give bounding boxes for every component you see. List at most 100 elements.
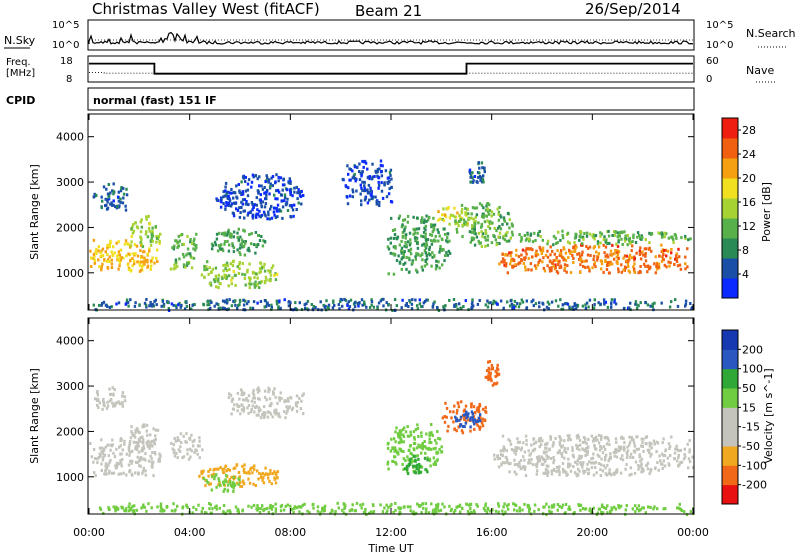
power-cell bbox=[370, 298, 373, 302]
power-cell bbox=[490, 214, 493, 218]
velocity-cell bbox=[440, 450, 443, 454]
velocity-cell bbox=[252, 482, 255, 486]
power-cell bbox=[689, 237, 692, 241]
velocity-cell bbox=[677, 456, 680, 459]
velocity-cell bbox=[683, 510, 686, 514]
power-cell bbox=[506, 230, 509, 234]
power-cell bbox=[119, 248, 123, 252]
velocity-cell bbox=[232, 486, 235, 490]
power-cell bbox=[267, 178, 271, 182]
velocity-cell bbox=[475, 503, 478, 507]
power-cell bbox=[610, 298, 614, 302]
power-cell bbox=[492, 234, 495, 237]
velocity-cell bbox=[144, 473, 147, 477]
velocity-cell bbox=[231, 484, 234, 488]
power-cell bbox=[353, 176, 357, 180]
power-cell bbox=[594, 234, 598, 237]
velocity-cell bbox=[253, 468, 256, 472]
power-cell bbox=[422, 242, 426, 246]
power-cell bbox=[613, 298, 616, 302]
power-cell bbox=[646, 303, 650, 307]
velocity-cell bbox=[161, 508, 164, 512]
velocity-cell bbox=[226, 483, 230, 487]
velocity-cell bbox=[367, 511, 371, 515]
velocity-cell bbox=[634, 460, 638, 464]
velocity-cell bbox=[576, 459, 579, 463]
power-cell bbox=[482, 174, 485, 178]
velocity-cell bbox=[379, 503, 382, 507]
power-cell bbox=[454, 222, 457, 226]
power-cluster bbox=[92, 297, 694, 312]
station-title: Christmas Valley West (fitACF) bbox=[92, 0, 320, 18]
velocity-cell bbox=[394, 508, 397, 512]
velocity-cell bbox=[542, 505, 545, 509]
velocity-cell bbox=[597, 433, 601, 437]
power-cell bbox=[263, 269, 267, 273]
velocity-cell bbox=[455, 417, 458, 421]
power-cell bbox=[496, 302, 499, 306]
power-cell bbox=[361, 159, 364, 163]
power-cell bbox=[326, 305, 330, 309]
velocity-cell bbox=[398, 447, 401, 451]
velocity-cell bbox=[230, 412, 233, 416]
velocity-cell bbox=[662, 507, 665, 511]
velocity-cell bbox=[415, 463, 419, 467]
velocity-cell bbox=[566, 434, 570, 438]
velocity-cell bbox=[253, 396, 256, 400]
power-cell bbox=[246, 270, 249, 274]
velocity-cell bbox=[619, 504, 623, 508]
velocity-cell bbox=[496, 457, 500, 461]
power-cell bbox=[604, 258, 607, 262]
power-cell bbox=[125, 254, 128, 258]
velocity-cell bbox=[563, 447, 567, 450]
power-cell bbox=[314, 306, 317, 309]
power-cell bbox=[360, 203, 363, 207]
velocity-cell bbox=[300, 505, 303, 509]
power-cell bbox=[270, 216, 274, 220]
power-cell bbox=[384, 169, 388, 173]
power-cell bbox=[215, 232, 219, 236]
velocity-cell bbox=[639, 508, 642, 512]
velocity-cell bbox=[523, 502, 526, 506]
power-cell bbox=[510, 258, 513, 262]
time-tick-label: 12:00 bbox=[375, 526, 407, 539]
velocity-cell bbox=[263, 389, 267, 393]
power-cell bbox=[230, 278, 233, 282]
power-cell bbox=[411, 261, 414, 265]
power-cell bbox=[343, 297, 346, 301]
power-cell bbox=[541, 301, 544, 305]
velocity-cell bbox=[421, 447, 424, 451]
velocity-cell bbox=[228, 478, 231, 481]
power-cell bbox=[167, 307, 170, 310]
velocity-cell bbox=[271, 415, 274, 419]
power-cell bbox=[243, 209, 246, 213]
velocity-cell bbox=[101, 449, 105, 453]
power-cell bbox=[244, 241, 247, 245]
power-cell bbox=[535, 249, 538, 253]
velocity-cell bbox=[432, 508, 435, 512]
velocity-cell bbox=[445, 406, 449, 410]
power-cell bbox=[274, 272, 277, 276]
velocity-cell bbox=[149, 441, 152, 445]
power-cell bbox=[131, 231, 135, 235]
velocity-cell bbox=[113, 388, 116, 392]
velocity-cell bbox=[509, 462, 512, 465]
power-cell bbox=[264, 180, 267, 184]
power-cell bbox=[353, 305, 357, 309]
power-cell bbox=[616, 253, 620, 257]
velocity-cell bbox=[107, 471, 110, 475]
power-cell bbox=[206, 303, 209, 307]
power-cell bbox=[250, 185, 253, 189]
velocity-cell bbox=[420, 511, 423, 515]
power-cell bbox=[133, 262, 136, 266]
power-cell bbox=[150, 232, 153, 236]
velocity-cell bbox=[319, 511, 322, 515]
velocity-cell bbox=[395, 426, 398, 430]
power-cell bbox=[588, 298, 592, 302]
power-cell bbox=[366, 201, 370, 205]
power-cell bbox=[480, 230, 483, 234]
velocity-cell bbox=[241, 403, 244, 407]
velocity-cell bbox=[630, 438, 634, 442]
velocity-cell bbox=[629, 455, 632, 459]
power-cell bbox=[254, 231, 258, 234]
